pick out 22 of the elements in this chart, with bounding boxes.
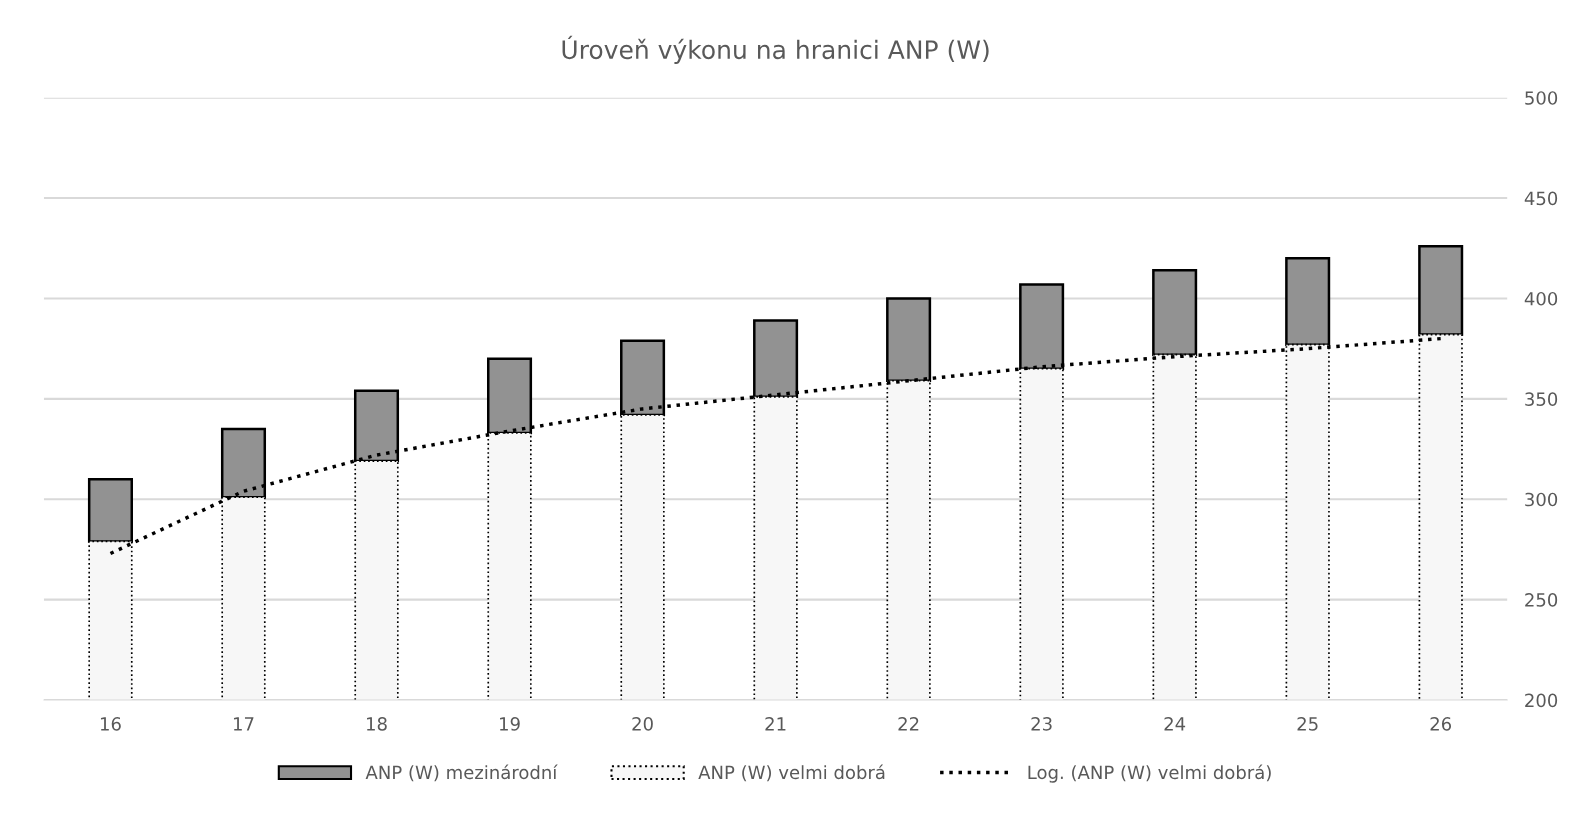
chart-title: Úroveň výkonu na hranici ANP (W) xyxy=(562,35,989,64)
legend-label: Log. (ANP (W) velmi dobrá) xyxy=(1028,764,1271,783)
y-tick-label: 400 xyxy=(1524,291,1558,306)
x-tick-label: 18 xyxy=(367,717,387,731)
y-tick-label: 300 xyxy=(1525,492,1558,507)
x-tick-label: 26 xyxy=(1430,717,1452,731)
x-tick-label: 25 xyxy=(1297,717,1318,731)
x-tick-label: 20 xyxy=(632,717,653,731)
legend-label: ANP (W) mezinárodní xyxy=(365,764,558,782)
y-tick-label: 500 xyxy=(1525,91,1558,105)
x-tick-label: 24 xyxy=(1164,717,1186,731)
x-tick-label: 21 xyxy=(765,717,786,731)
y-tick-label: 450 xyxy=(1524,191,1558,206)
x-tick-label: 16 xyxy=(100,717,121,731)
y-tick-label: 350 xyxy=(1525,392,1558,406)
x-tick-label: 19 xyxy=(500,717,520,731)
legend-label: ANP (W) velmi dobrá xyxy=(698,764,885,782)
y-tick-label: 250 xyxy=(1525,593,1558,607)
y-tick-label: 200 xyxy=(1525,693,1558,708)
x-tick-label: 17 xyxy=(233,717,254,731)
x-tick-label: 23 xyxy=(1031,717,1052,731)
x-tick-label: 22 xyxy=(898,717,919,731)
